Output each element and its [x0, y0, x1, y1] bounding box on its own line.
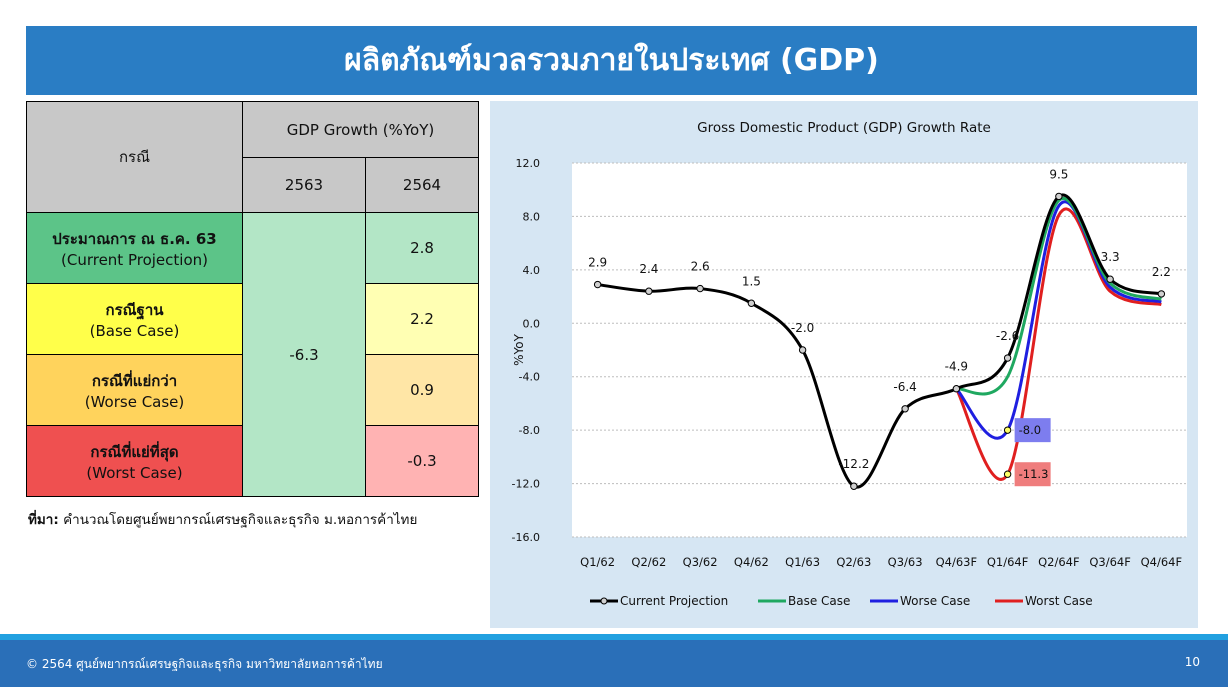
- y-tick-label: 0.0: [523, 317, 541, 330]
- slide-title-bar: ผลิตภัณฑ์มวลรวมภายในประเทศ (GDP): [26, 26, 1197, 95]
- highlight-marker: [1003, 426, 1012, 434]
- data-point-marker: [1106, 275, 1114, 283]
- case-name-en: (Worst Case): [86, 464, 183, 482]
- y-tick-label: 8.0: [523, 210, 541, 223]
- data-label: 9.5: [1049, 167, 1068, 181]
- table-row: กรณีที่แย่กว่า (Worse Case) 0.9: [26, 354, 479, 426]
- case-name-th: ประมาณการ ณ ธ.ค. 63: [52, 230, 217, 248]
- value-2563: -6.3: [242, 212, 366, 497]
- data-label: 2.6: [691, 260, 710, 274]
- data-point-marker: [798, 346, 807, 354]
- case-name-en: (Current Projection): [61, 251, 208, 269]
- x-tick-label: Q1/64F: [987, 555, 1029, 569]
- chart-title: Gross Domestic Product (GDP) Growth Rate: [697, 120, 991, 136]
- value-2564-worse: 0.9: [365, 354, 479, 426]
- x-tick-label: Q2/64F: [1038, 555, 1080, 569]
- y-axis-label: %YoY: [512, 333, 526, 365]
- x-tick-label: Q3/62: [683, 555, 718, 569]
- data-point-marker: [593, 280, 602, 289]
- highlight-label-box: [1014, 462, 1051, 487]
- case-worst: กรณีที่แย่ที่สุด (Worst Case): [26, 425, 243, 497]
- x-tick-label: Q2/62: [631, 555, 666, 569]
- data-label: -2.6: [996, 329, 1019, 343]
- footer-accent-line: [0, 634, 1228, 640]
- gdp-growth-chart-panel: Gross Domestic Product (GDP) Growth Rate…: [490, 101, 1198, 628]
- y-tick-label: -16.0: [512, 531, 540, 544]
- y-tick-label: -8.0: [519, 424, 540, 437]
- case-base: กรณีฐาน (Base Case): [26, 283, 243, 355]
- series-line-worse-case: [955, 200, 1162, 440]
- table-row: ประมาณการ ณ ธ.ค. 63 (Current Projection)…: [26, 212, 479, 497]
- data-point-marker: [901, 405, 909, 413]
- table-row: กรณีที่แย่ที่สุด (Worst Case) -0.3: [26, 425, 479, 497]
- source-label: ที่มา:: [28, 512, 59, 528]
- series-line-worst-case: [955, 207, 1162, 481]
- data-point-marker: [645, 287, 653, 295]
- x-tick-label: Q4/62: [734, 555, 769, 569]
- gdp-growth-chart: Gross Domestic Product (GDP) Growth Rate…: [512, 120, 1187, 608]
- x-tick-label: Q4/63F: [936, 555, 978, 569]
- legend-label: Current Projection: [620, 594, 728, 608]
- data-point-marker: [696, 284, 704, 293]
- data-point-marker: [1157, 290, 1166, 298]
- legend-label: Worse Case: [900, 594, 970, 608]
- data-label: -6.4: [893, 380, 916, 394]
- case-name-th: กรณีฐาน: [105, 301, 164, 319]
- data-label: -2.0: [791, 321, 814, 335]
- plot-area: [572, 163, 1187, 537]
- data-label: 1.5: [742, 274, 761, 288]
- value-2564-current: 2.8: [365, 212, 479, 284]
- value-2564-worst: -0.3: [365, 425, 479, 497]
- highlight-label-box: [1014, 418, 1051, 443]
- data-label: 2.4: [639, 262, 658, 276]
- data-point-marker: [1003, 354, 1012, 362]
- data-point-marker: [952, 385, 961, 393]
- y-tick-label: 12.0: [516, 157, 541, 170]
- header-gdp-growth: GDP Growth (%YoY): [242, 101, 479, 158]
- x-tick-label: Q3/64F: [1089, 555, 1131, 569]
- y-tick-label: -4.0: [519, 371, 540, 384]
- y-tick-label: 4.0: [523, 264, 541, 277]
- slide-title: ผลิตภัณฑ์มวลรวมภายในประเทศ (GDP): [344, 43, 879, 78]
- data-label: 2.9: [588, 256, 607, 270]
- table-row: กรณีฐาน (Base Case) 2.2: [26, 283, 479, 355]
- data-label: -12.2: [838, 457, 869, 471]
- data-label: 2.2: [1152, 265, 1171, 279]
- data-label: -4.9: [945, 360, 968, 374]
- slide-footer: © 2564 ศูนย์พยากรณ์เศรษฐกิจและธุรกิจ มหา…: [0, 640, 1228, 687]
- case-name-th: กรณีที่แย่ที่สุด: [90, 443, 179, 461]
- case-name-en: (Worse Case): [84, 393, 185, 411]
- x-tick-label: Q2/63: [836, 555, 871, 569]
- highlight-label: -11.3: [1019, 467, 1049, 481]
- case-current-projection: ประมาณการ ณ ธ.ค. 63 (Current Projection): [26, 212, 243, 284]
- x-tick-label: Q1/62: [580, 555, 615, 569]
- source-text: คำนวณโดยศูนย์พยากรณ์เศรษฐกิจและธุรกิจ ม.…: [63, 512, 418, 528]
- x-tick-label: Q3/63: [888, 555, 923, 569]
- source-note: ที่มา: คำนวณโดยศูนย์พยากรณ์เศรษฐกิจและธุ…: [28, 508, 417, 530]
- data-label: 3.3: [1101, 250, 1120, 264]
- legend-label: Base Case: [788, 594, 850, 608]
- header-year-2564: 2564: [365, 157, 479, 213]
- y-tick-label: -12.0: [512, 478, 540, 491]
- highlight-label: -8.0: [1019, 423, 1041, 437]
- value-2564-base: 2.2: [365, 283, 479, 355]
- case-worse: กรณีที่แย่กว่า (Worse Case): [26, 354, 243, 426]
- x-tick-label: Q1/63: [785, 555, 820, 569]
- data-point-marker: [850, 482, 858, 490]
- series-line-current-projection: [597, 193, 1162, 489]
- legend-marker: [600, 597, 608, 605]
- footer-copyright: © 2564 ศูนย์พยากรณ์เศรษฐกิจและธุรกิจ มหา…: [26, 657, 383, 671]
- series-line-base-case: [956, 196, 1162, 396]
- legend-label: Worst Case: [1025, 594, 1093, 608]
- case-name-en: (Base Case): [89, 322, 180, 340]
- case-name-th: กรณีที่แย่กว่า: [91, 372, 178, 390]
- header-year-2563: 2563: [242, 157, 366, 213]
- page-number: 10: [1184, 655, 1200, 669]
- data-point-marker: [1055, 192, 1063, 201]
- header-case: กรณี: [26, 101, 243, 213]
- x-tick-label: Q4/64F: [1141, 555, 1183, 569]
- highlight-marker: [1003, 470, 1012, 478]
- data-point-marker: [747, 299, 756, 307]
- gdp-scenario-table: กรณี GDP Growth (%YoY) 2563 2564 ประมาณก…: [26, 101, 479, 497]
